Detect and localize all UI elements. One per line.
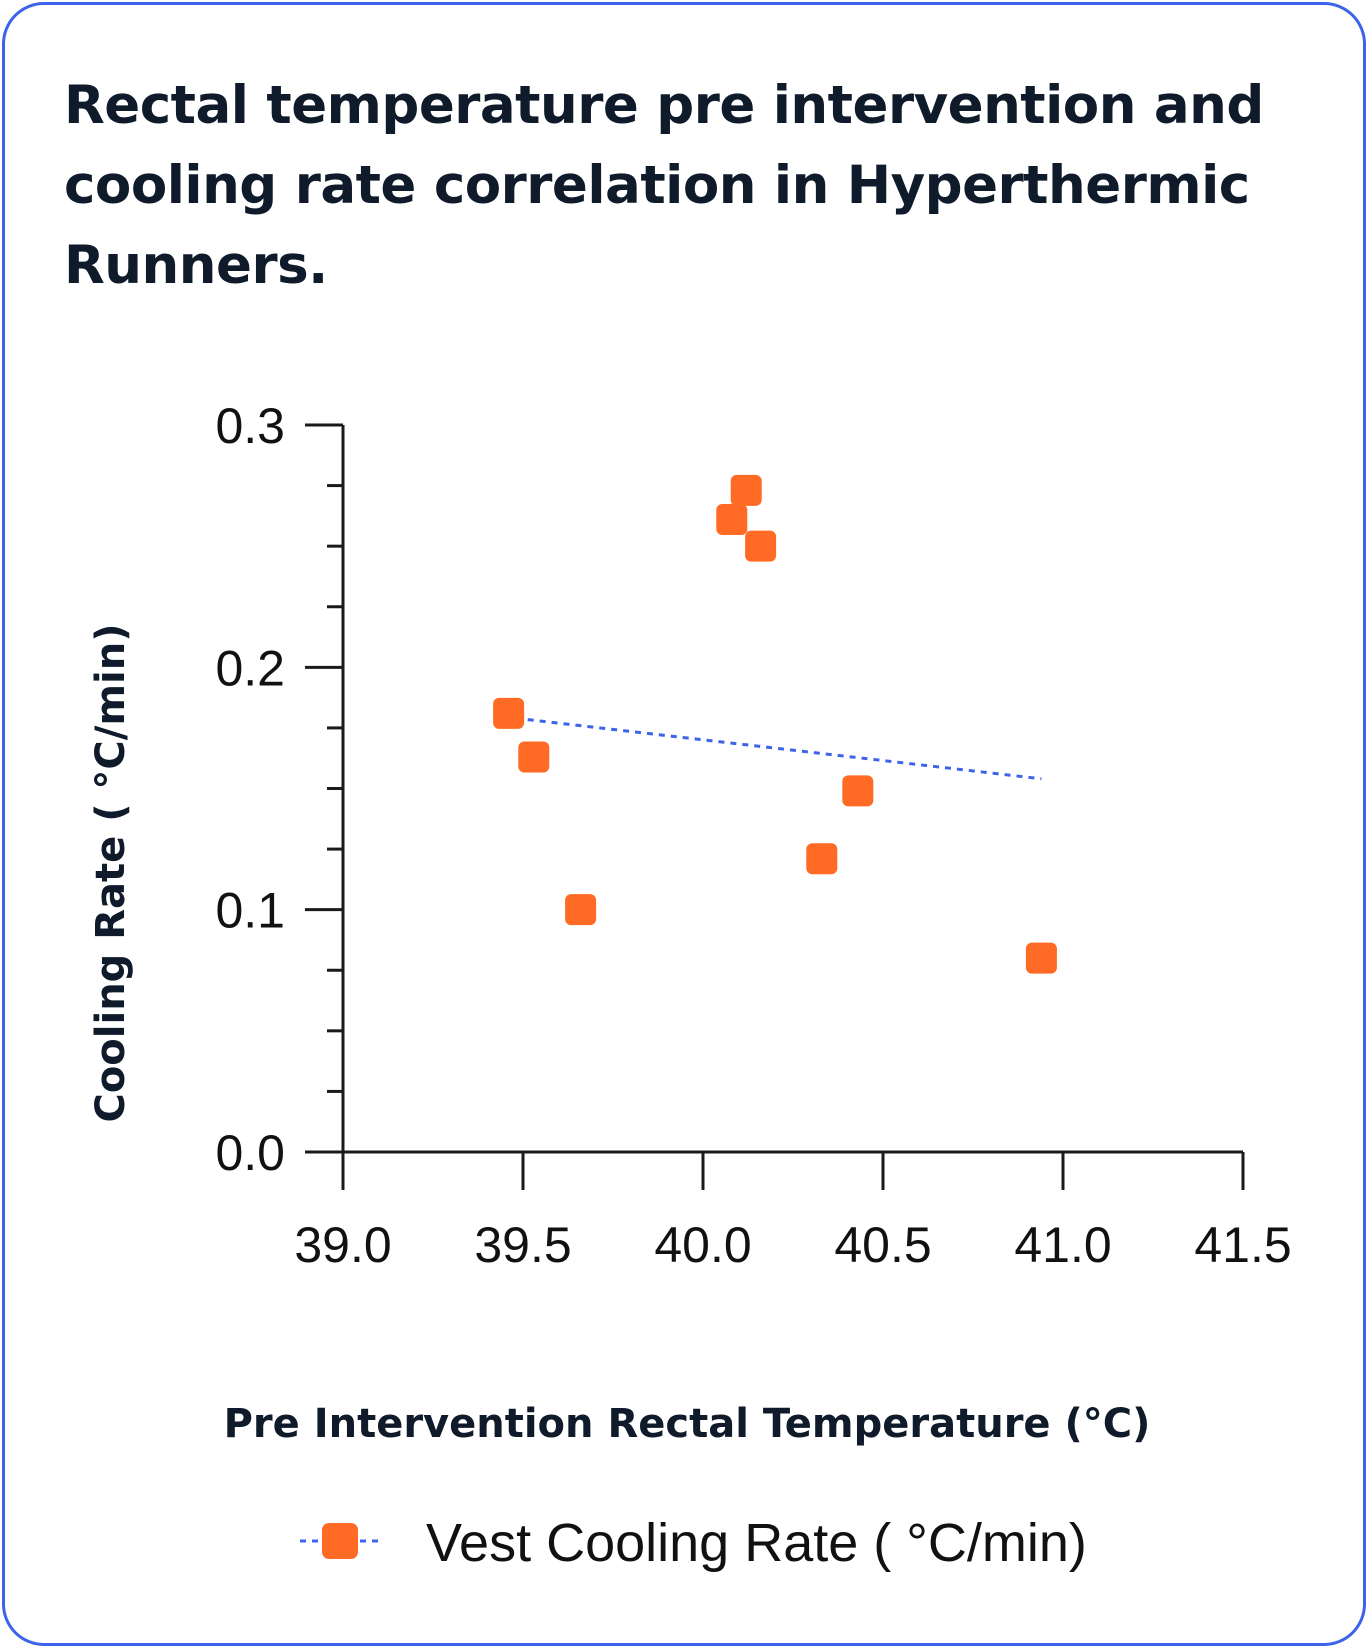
data-point bbox=[1025, 942, 1057, 974]
x-tick-label: 40.5 bbox=[834, 1217, 931, 1273]
data-points bbox=[493, 474, 1057, 974]
y-tick-label: 0.0 bbox=[215, 1125, 285, 1181]
chart-title: Rectal temperature pre intervention and … bbox=[64, 75, 1264, 296]
x-tick-label: 40.0 bbox=[654, 1217, 751, 1273]
x-tick-label: 41.5 bbox=[1194, 1217, 1291, 1273]
x-tick-label: 41.0 bbox=[1014, 1217, 1111, 1273]
axes bbox=[305, 423, 1245, 1190]
y-tick-label: 0.3 bbox=[215, 398, 285, 454]
legend-label: Vest Cooling Rate ( °C/min) bbox=[426, 1513, 1087, 1573]
data-point bbox=[565, 894, 597, 926]
y-axis-title: Cooling Rate ( °C/min) bbox=[88, 623, 134, 1122]
x-tick-label: 39.0 bbox=[294, 1217, 391, 1273]
data-point bbox=[518, 741, 550, 773]
data-point bbox=[730, 474, 762, 506]
y-tick-label: 0.1 bbox=[215, 883, 285, 939]
legend-marker-swatch bbox=[322, 1523, 358, 1559]
data-point bbox=[493, 697, 525, 729]
data-point bbox=[716, 504, 748, 536]
x-tick-label: 39.5 bbox=[474, 1217, 571, 1273]
data-point bbox=[806, 843, 838, 875]
data-point bbox=[842, 775, 874, 807]
legend: Vest Cooling Rate ( °C/min) bbox=[300, 1513, 1087, 1573]
axis-labels: 0.0 0.1 0.2 0.3 39.0 39.5 40.0 40.5 41.0 41.5 Pre … bbox=[88, 398, 1292, 1447]
x-axis-title: Pre Intervention Rectal Temperature (°C) bbox=[224, 1401, 1151, 1447]
data-point bbox=[745, 530, 777, 562]
trendline bbox=[515, 716, 1042, 781]
y-tick-label: 0.2 bbox=[215, 640, 285, 696]
trendline-group bbox=[515, 716, 1042, 781]
